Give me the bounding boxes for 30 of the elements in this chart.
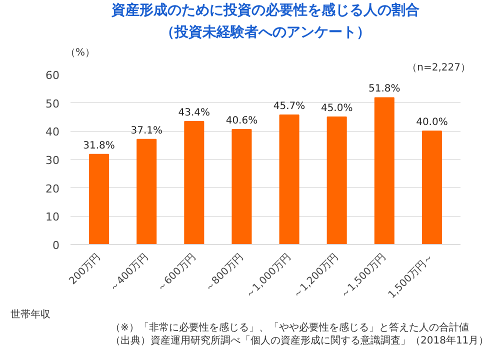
bar [232,128,252,244]
x-axis-title: 世帯年収 [10,308,50,320]
data-label: 45.0% [320,103,353,114]
y-tick-label: 0 [52,239,60,252]
data-label: 40.0% [416,117,448,128]
y-tick-label: 30 [46,154,60,167]
text: （出典）資産運用研究所調べ「個人の資産形成に関する意識調査」（2018年11月） [110,334,489,346]
y-tick-label: 20 [46,182,60,196]
data-label: 43.4% [178,108,210,119]
y-tick-label: 60 [46,69,60,82]
chart-subtitle: （投資未経験者へのアンケート） [160,24,370,40]
bar [279,114,300,244]
data-label: 37.1% [130,125,162,136]
y-axis-title: （%） [66,48,96,58]
data-label: 40.6% [226,115,258,126]
chart-title: 資産形成のために投資の必要性を感じる人の割合 [110,2,420,18]
bar [422,130,442,244]
bar [89,154,110,244]
text: （※）「非常に必要性を感じる」、「やや必要性を感じる」と答えた人の合計値 [110,322,469,334]
text: （n=2,227） [407,62,471,74]
y-tick-label: 50 [46,97,60,110]
data-label: 45.7% [273,101,306,112]
y-tick-label: 40 [46,126,60,139]
bar [136,138,157,244]
y-tick-label: 10 [46,210,60,224]
bar [326,116,347,244]
bar [374,97,394,244]
bar [184,121,204,244]
data-label: 51.8% [368,84,400,95]
data-label: 31.8% [83,140,115,152]
